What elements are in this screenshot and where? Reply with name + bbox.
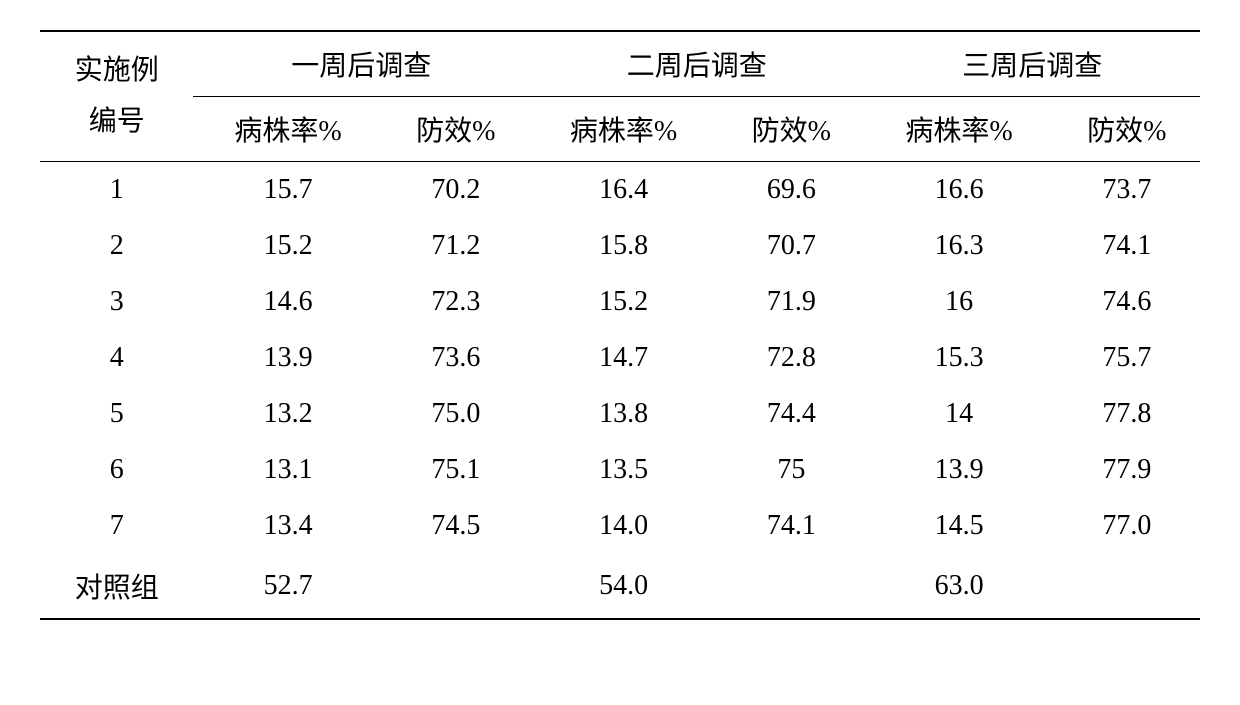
cell: 63.0 (864, 554, 1053, 619)
cell: 15.8 (529, 218, 718, 274)
cell: 15.7 (193, 162, 382, 219)
cell: 71.2 (383, 218, 529, 274)
cell: 13.9 (193, 330, 382, 386)
group-header-0: 一周后调查 (193, 31, 529, 97)
row-label: 对照组 (40, 554, 193, 619)
cell: 74.1 (718, 498, 864, 554)
cell: 15.2 (529, 274, 718, 330)
cell: 74.1 (1054, 218, 1200, 274)
sub-header-1-0: 病株率% (529, 97, 718, 162)
cell (1054, 554, 1200, 619)
table-row: 513.275.013.874.41477.8 (40, 386, 1200, 442)
cell: 16.4 (529, 162, 718, 219)
row-label: 4 (40, 330, 193, 386)
cell: 77.0 (1054, 498, 1200, 554)
cell (718, 554, 864, 619)
cell: 16 (864, 274, 1053, 330)
table-row: 413.973.614.772.815.375.7 (40, 330, 1200, 386)
cell: 70.2 (383, 162, 529, 219)
table-row: 115.770.216.469.616.673.7 (40, 162, 1200, 219)
cell: 13.4 (193, 498, 382, 554)
cell: 13.2 (193, 386, 382, 442)
table-row: 对照组52.7 54.0 63.0 (40, 554, 1200, 619)
sub-header-1-1: 防效% (718, 97, 864, 162)
table-body: 115.770.216.469.616.673.7215.271.215.870… (40, 162, 1200, 620)
cell: 15.2 (193, 218, 382, 274)
row-label: 7 (40, 498, 193, 554)
row-header-line1: 实施例 (75, 55, 159, 86)
cell: 70.7 (718, 218, 864, 274)
cell: 14.7 (529, 330, 718, 386)
table-row: 713.474.514.074.114.577.0 (40, 498, 1200, 554)
row-label: 1 (40, 162, 193, 219)
row-label: 6 (40, 442, 193, 498)
cell (383, 554, 529, 619)
sub-header-0-0: 病株率% (193, 97, 382, 162)
table-row: 314.672.315.271.91674.6 (40, 274, 1200, 330)
cell: 14.5 (864, 498, 1053, 554)
cell: 73.7 (1054, 162, 1200, 219)
cell: 74.5 (383, 498, 529, 554)
cell: 13.5 (529, 442, 718, 498)
cell: 74.4 (718, 386, 864, 442)
cell: 74.6 (1054, 274, 1200, 330)
cell: 54.0 (529, 554, 718, 619)
cell: 75.0 (383, 386, 529, 442)
cell: 52.7 (193, 554, 382, 619)
cell: 73.6 (383, 330, 529, 386)
cell: 16.3 (864, 218, 1053, 274)
row-header-line2: 编号 (89, 106, 145, 137)
row-label: 5 (40, 386, 193, 442)
group-header-2: 三周后调查 (864, 31, 1200, 97)
cell: 69.6 (718, 162, 864, 219)
cell: 77.9 (1054, 442, 1200, 498)
cell: 75.1 (383, 442, 529, 498)
row-label: 3 (40, 274, 193, 330)
group-header-1: 二周后调查 (529, 31, 865, 97)
sub-header-2-0: 病株率% (864, 97, 1053, 162)
cell: 13.9 (864, 442, 1053, 498)
cell: 15.3 (864, 330, 1053, 386)
cell: 16.6 (864, 162, 1053, 219)
cell: 14.0 (529, 498, 718, 554)
data-table: 实施例 编号 一周后调查 二周后调查 三周后调查 病株率% 防效% 病株率% 防… (40, 30, 1200, 620)
cell: 13.1 (193, 442, 382, 498)
cell: 77.8 (1054, 386, 1200, 442)
sub-header-2-1: 防效% (1054, 97, 1200, 162)
row-header-label: 实施例 编号 (40, 31, 193, 162)
cell: 72.3 (383, 274, 529, 330)
cell: 71.9 (718, 274, 864, 330)
table-row: 215.271.215.870.716.374.1 (40, 218, 1200, 274)
cell: 75 (718, 442, 864, 498)
row-label: 2 (40, 218, 193, 274)
cell: 14.6 (193, 274, 382, 330)
cell: 75.7 (1054, 330, 1200, 386)
cell: 13.8 (529, 386, 718, 442)
cell: 14 (864, 386, 1053, 442)
cell: 72.8 (718, 330, 864, 386)
table-row: 613.175.113.57513.977.9 (40, 442, 1200, 498)
sub-header-0-1: 防效% (383, 97, 529, 162)
